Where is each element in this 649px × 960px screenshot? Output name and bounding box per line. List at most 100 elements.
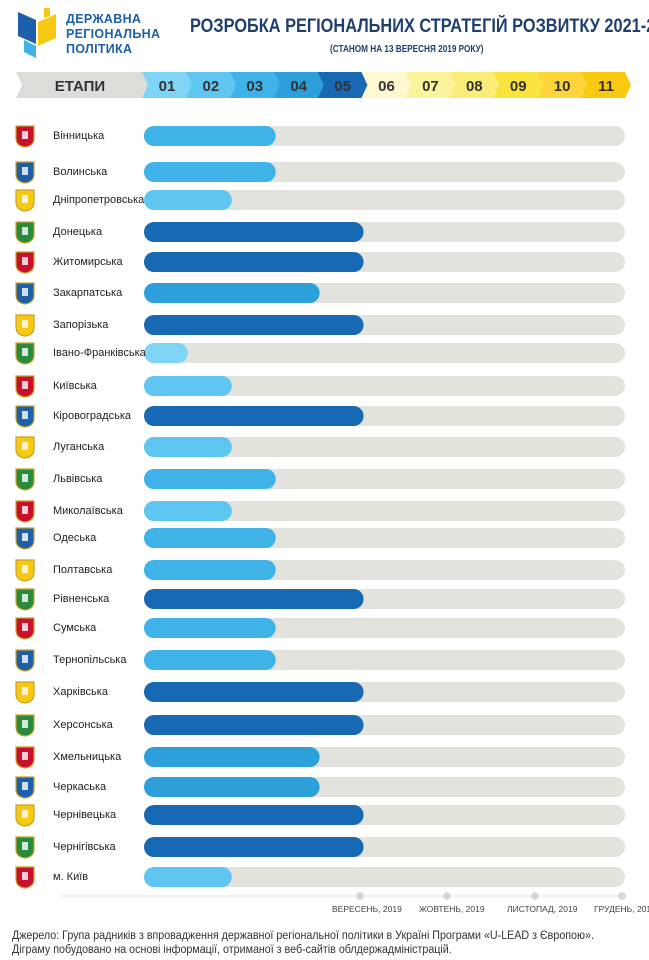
stage-chevron [142, 72, 192, 98]
timeline-label: ГРУДЕНЬ, 2019 [594, 904, 649, 914]
bar-Київська [144, 376, 232, 396]
stage-header-label: ЕТАПИ [55, 78, 105, 95]
footer-line: Джерело: Група радників з впровадження д… [12, 930, 594, 942]
stage-label: 02 [203, 78, 220, 95]
coat-of-arms-icon [14, 803, 36, 827]
logo-line: ПОЛІТИКА [66, 42, 133, 56]
region-label: Київська [53, 380, 97, 392]
stage-label: 11 [598, 78, 614, 95]
stage-label: 07 [422, 78, 439, 95]
coat-of-arms-icon [14, 745, 36, 769]
bar-Львівська [144, 469, 276, 489]
coat-of-arms-icon [14, 435, 36, 459]
coat-of-arms-icon [14, 835, 36, 859]
chart-subtitle: (СТАНОМ НА 13 ВЕРЕСНЯ 2019 РОКУ) [330, 44, 484, 55]
coat-of-arms-icon [14, 680, 36, 704]
timeline-label: ВЕРЕСЕНЬ, 2019 [332, 904, 402, 914]
coat-of-arms-icon [14, 526, 36, 550]
coat-of-arms-icon [14, 587, 36, 611]
timeline-dot [531, 892, 539, 900]
bars-area [60, 126, 626, 900]
coat-of-arms-icon [14, 313, 36, 337]
bar-Луганська [144, 437, 232, 457]
stage-label: 08 [466, 78, 483, 95]
region-label: Закарпатська [53, 287, 123, 299]
region-label: м. Київ [53, 871, 89, 883]
region-label: Івано-Франківська [53, 347, 146, 359]
stage-chevron [449, 72, 500, 98]
bar-Закарпатська [144, 283, 320, 303]
bar-м. Київ [144, 867, 232, 887]
region-label: Чернівецька [53, 809, 117, 821]
bar-Рівненська [144, 589, 364, 609]
bar-Донецька [144, 222, 364, 242]
stage-chevron [317, 72, 368, 98]
region-label: Вінницька [53, 130, 105, 142]
bar-Чернівецька [144, 805, 364, 825]
region-label: Львівська [53, 473, 103, 485]
region-label: Дніпропетровська [53, 194, 145, 206]
coat-of-arms-icon [14, 220, 36, 244]
region-label: Тернопільська [53, 654, 127, 666]
region-label: Чернігівська [53, 841, 116, 853]
bar-Дніпропетровська [144, 190, 232, 210]
coat-of-arms-icon [14, 499, 36, 523]
stage-label: 06 [378, 78, 395, 95]
bar-Харківська [144, 682, 364, 702]
region-label: Волинська [53, 166, 108, 178]
bar-Кіровоградська [144, 406, 364, 426]
region-label: Рівненська [53, 593, 110, 605]
region-label: Черкаська [53, 781, 107, 793]
region-label: Кіровоградська [53, 410, 131, 422]
region-label: Харківська [53, 686, 108, 698]
stage-chevron [185, 72, 236, 98]
region-label: Сумська [53, 622, 97, 634]
bar-Хмельницька [144, 747, 320, 767]
bar-Запорізька [144, 315, 364, 335]
bar-track [144, 867, 625, 887]
timeline-label: ЖОВТЕНЬ, 2019 [419, 904, 485, 914]
logo-icon [18, 8, 56, 58]
region-label: Полтавська [53, 564, 113, 576]
footer-source: Джерело: Група радників з впровадження д… [12, 929, 594, 957]
logo-text: ДЕРЖАВНА РЕГІОНАЛЬНА ПОЛІТИКА [66, 12, 160, 57]
stage-chevron [537, 72, 588, 98]
coat-of-arms-icon [14, 467, 36, 491]
bar-track [144, 437, 625, 457]
region-label: Хмельницька [53, 751, 122, 763]
coat-of-arms-icon [14, 124, 36, 148]
stage-label: 04 [290, 78, 307, 95]
coat-of-arms-icon [14, 250, 36, 274]
stage-chevron [273, 72, 324, 98]
region-label: Миколаївська [53, 505, 123, 517]
stage-chevron [361, 72, 412, 98]
region-label: Запорізька [53, 319, 109, 331]
bar-Одеська [144, 528, 276, 548]
bar-track [144, 376, 625, 396]
timeline-dot [443, 892, 451, 900]
coat-of-arms-icon [14, 374, 36, 398]
stage-header: ЕТАПИ 01 02 03 04 05 06 07 08 09 10 11 [16, 72, 631, 98]
timeline-dot [356, 892, 364, 900]
logo-line: РЕГІОНАЛЬНА [66, 27, 161, 41]
coat-of-arms-icon [14, 404, 36, 428]
coat-of-arms-icon [14, 713, 36, 737]
coat-of-arms-icon [14, 281, 36, 305]
bar-track [144, 190, 625, 210]
bar-Житомирська [144, 252, 364, 272]
region-label: Житомирська [53, 256, 123, 268]
logo-line: ДЕРЖАВНА [66, 12, 142, 26]
coat-of-arms-icon [14, 865, 36, 889]
timeline-label: ЛИСТОПАД, 2019 [507, 904, 578, 914]
bar-Волинська [144, 162, 276, 182]
bar-Івано-Франківська [144, 343, 188, 363]
bar-Чернігівська [144, 837, 364, 857]
timeline-dot [618, 892, 626, 900]
bar-Черкаська [144, 777, 320, 797]
stage-chevron [405, 72, 456, 98]
stage-label: 01 [159, 78, 176, 95]
coat-of-arms-icon [14, 616, 36, 640]
stage-label: 05 [334, 78, 351, 95]
bar-Херсонська [144, 715, 364, 735]
